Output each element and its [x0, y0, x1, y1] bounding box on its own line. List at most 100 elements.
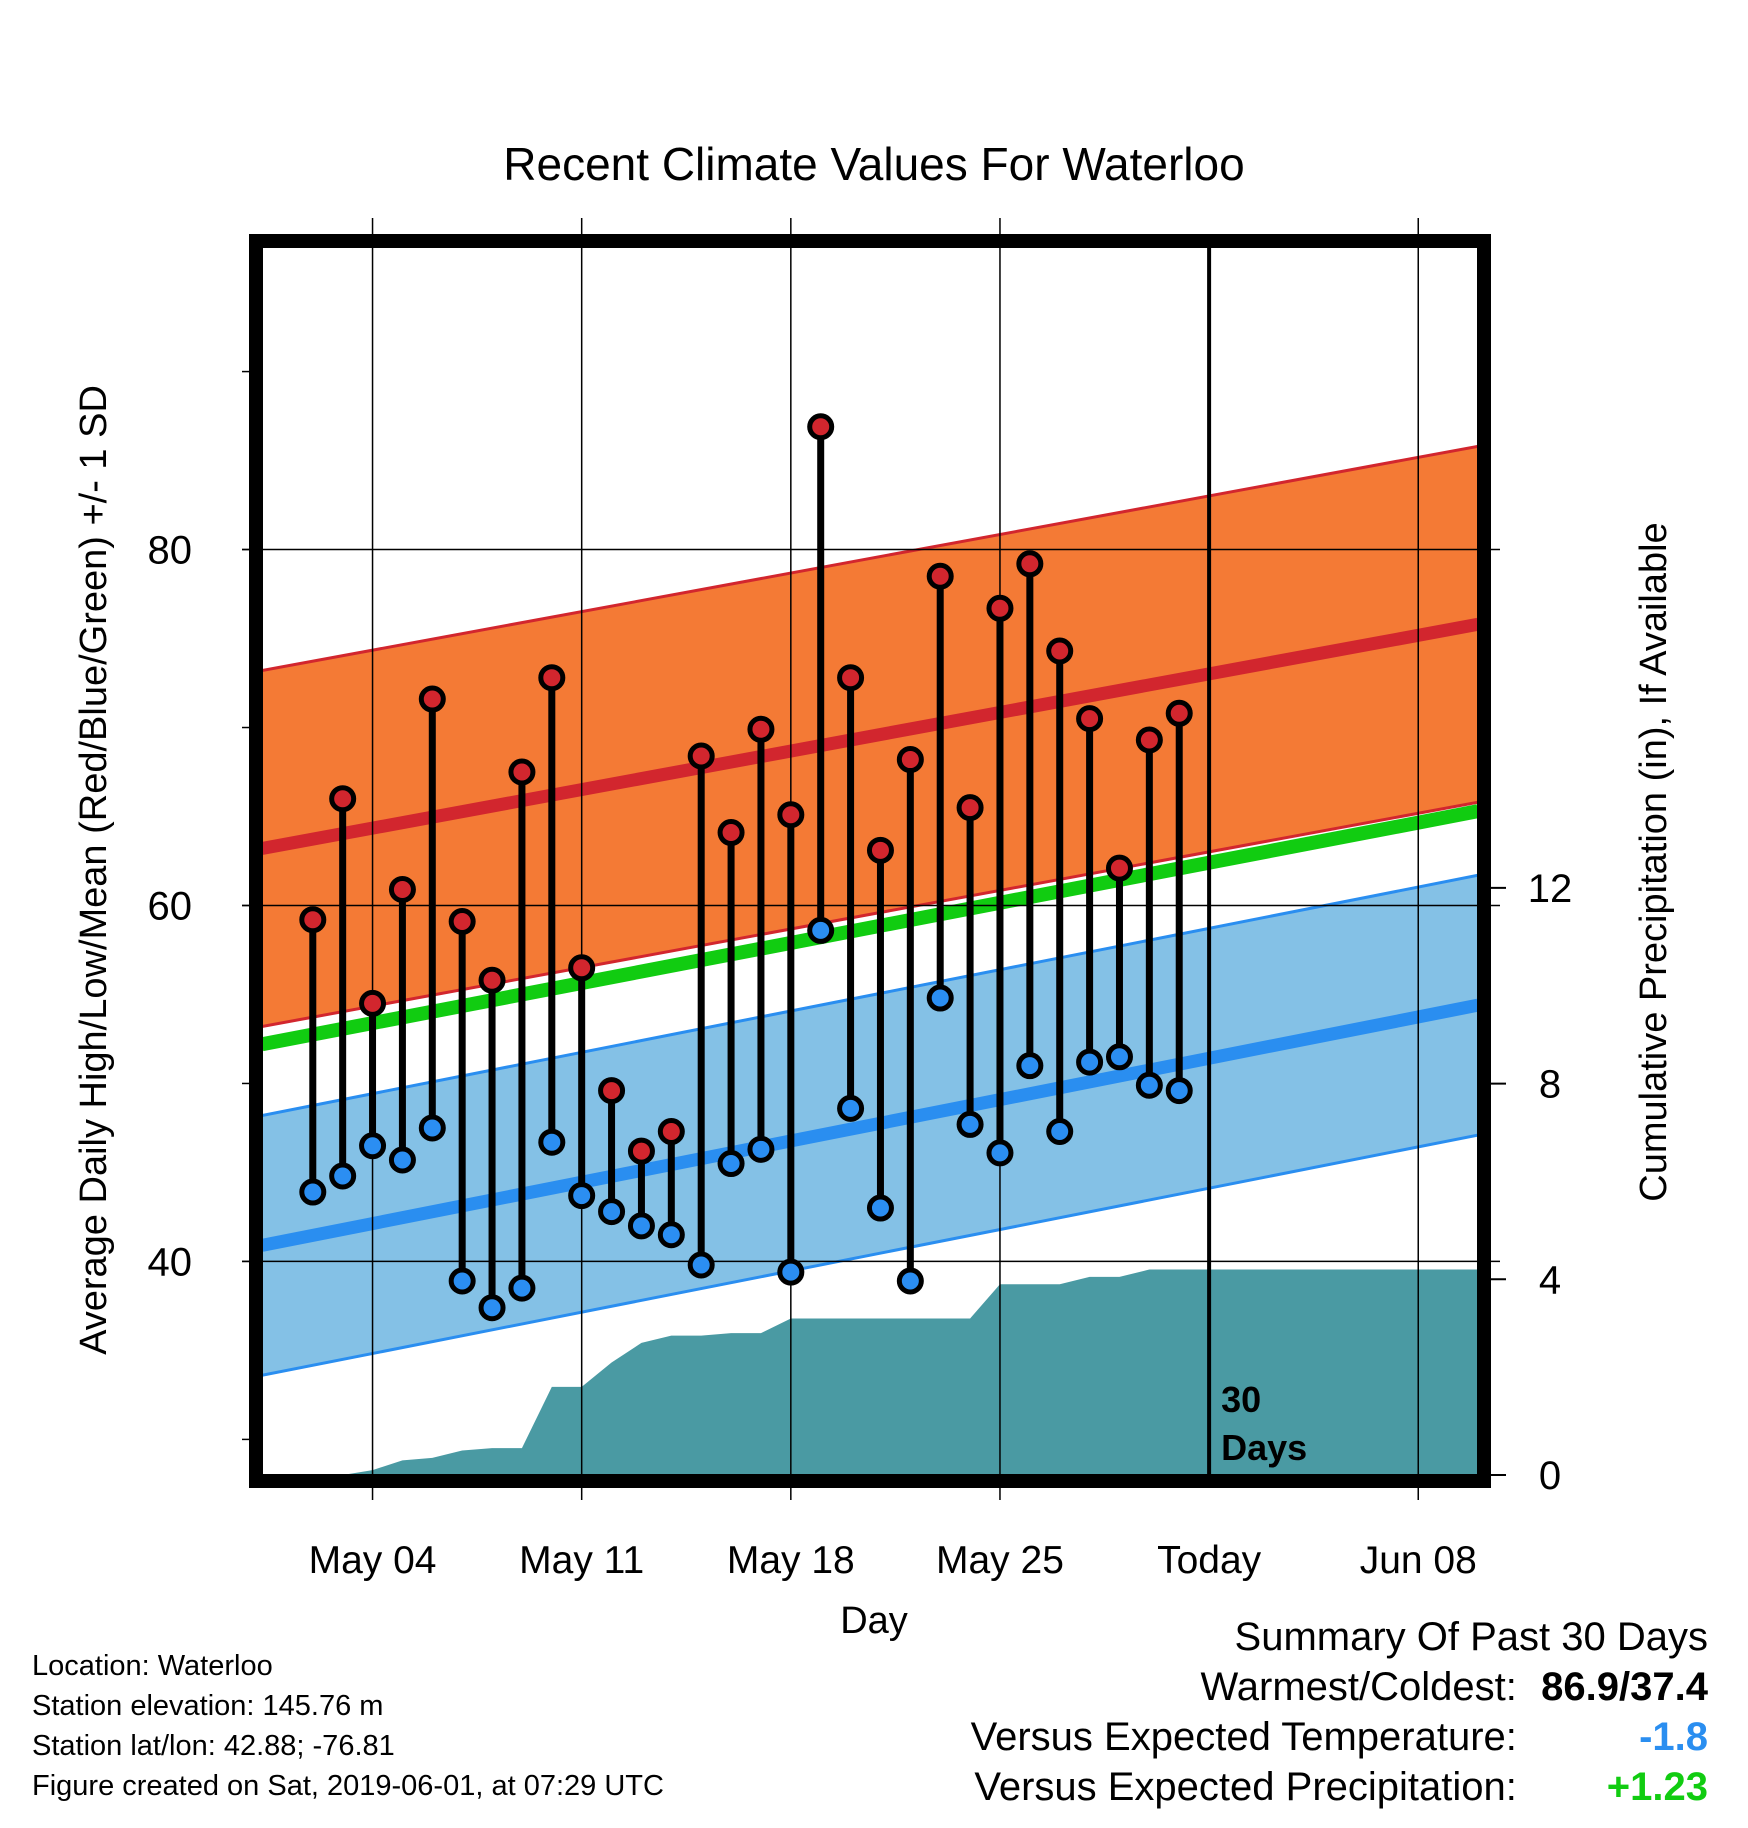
- y-tick-label-left: 60: [148, 884, 193, 928]
- daily-low-point: [926, 984, 954, 1012]
- daily-high-point: [807, 413, 835, 441]
- precip-departure-label: Versus Expected Precipitation:: [974, 1765, 1517, 1809]
- daily-high-point: [687, 742, 715, 770]
- daily-high-point: [359, 989, 387, 1017]
- temp-departure-row: Versus Expected Temperature: -1.8: [808, 1712, 1708, 1762]
- daily-high-point: [1135, 726, 1163, 754]
- daily-high-point: [837, 664, 865, 692]
- daily-high-point: [478, 966, 506, 994]
- daily-low-point: [418, 1114, 446, 1142]
- daily-high-point: [1076, 705, 1104, 733]
- daily-high-point: [747, 715, 775, 743]
- daily-low-point: [299, 1178, 327, 1206]
- x-tick-label: May 25: [936, 1539, 1064, 1582]
- daily-low-point: [837, 1094, 865, 1122]
- daily-high-point: [598, 1077, 626, 1105]
- summary-heading: Summary Of Past 30 Days: [1234, 1615, 1708, 1659]
- x-tick-label: May 11: [519, 1539, 644, 1582]
- plot-frame: [249, 234, 1491, 1488]
- daily-low-point: [956, 1110, 984, 1138]
- station-info: Location: Waterloo Station elevation: 14…: [32, 1646, 664, 1806]
- y-tick-label-left: 40: [148, 1240, 193, 1284]
- today-days-label-line2: Days: [1221, 1427, 1307, 1468]
- latlon-text: Station lat/lon: 42.88; -76.81: [32, 1730, 395, 1762]
- daily-high-point: [418, 685, 446, 713]
- y-axis-label-left: Average Daily High/Low/Mean (Red/Blue/Gr…: [73, 385, 115, 1355]
- x-axis-label: Day: [840, 1600, 908, 1642]
- daily-low-point: [657, 1221, 685, 1249]
- daily-low-point: [986, 1139, 1014, 1167]
- plot-inner: [262, 444, 1478, 1475]
- daily-low-point: [1135, 1071, 1163, 1099]
- daily-high-point: [717, 819, 745, 847]
- y-tick-label-right: 0: [1539, 1454, 1561, 1498]
- daily-high-point: [329, 785, 357, 813]
- location-text: Location: Waterloo: [32, 1650, 273, 1682]
- daily-low-point: [896, 1267, 924, 1295]
- daily-high-point: [1016, 550, 1044, 578]
- temp-departure-value: -1.8: [1639, 1715, 1708, 1759]
- x-tick-label: Jun 08: [1360, 1539, 1477, 1582]
- daily-high-point: [986, 594, 1014, 622]
- y-tick-label-left: 80: [148, 529, 193, 573]
- y-tick-label-right: 4: [1539, 1258, 1561, 1302]
- daily-low-point: [1016, 1052, 1044, 1080]
- chart-title: Recent Climate Values For Waterloo: [503, 138, 1244, 190]
- y-tick-label-right: 12: [1528, 867, 1573, 911]
- normal-low-band-lower-edge: [262, 1133, 1478, 1377]
- daily-low-point: [508, 1274, 536, 1302]
- y-tick-label-right: 8: [1539, 1063, 1561, 1107]
- warmest-coldest-value: 86.9/37.4: [1541, 1665, 1708, 1709]
- daily-high-point: [1165, 699, 1193, 727]
- daily-high-point: [777, 801, 805, 829]
- daily-high-point: [926, 562, 954, 590]
- daily-high-point: [538, 664, 566, 692]
- y-axis-label-right: Cumulative Precipitation (in), If Availa…: [1633, 522, 1675, 1201]
- daily-high-point: [657, 1118, 685, 1146]
- precip-departure-value: +1.23: [1606, 1765, 1708, 1809]
- daily-low-point: [717, 1150, 745, 1178]
- daily-high-point: [508, 758, 536, 786]
- daily-low-point: [1046, 1118, 1074, 1146]
- precip-departure-row: Versus Expected Precipitation: +1.23: [808, 1762, 1708, 1812]
- daily-low-point: [568, 1182, 596, 1210]
- daily-low-point: [1105, 1043, 1133, 1071]
- daily-low-point: [777, 1258, 805, 1286]
- daily-low-point: [448, 1267, 476, 1295]
- daily-low-point: [866, 1194, 894, 1222]
- daily-high-point: [1046, 637, 1074, 665]
- daily-low-point: [359, 1132, 387, 1160]
- daily-low-point: [329, 1162, 357, 1190]
- daily-low-point: [388, 1146, 416, 1174]
- daily-high-point: [568, 954, 596, 982]
- daily-low-point: [1165, 1077, 1193, 1105]
- x-tick-label: Today: [1157, 1539, 1262, 1582]
- daily-low-point: [627, 1212, 655, 1240]
- normal-high-line: [262, 617, 1478, 855]
- daily-low-point: [478, 1294, 506, 1322]
- daily-low-point: [538, 1128, 566, 1156]
- daily-high-point: [448, 908, 476, 936]
- summary-panel: Summary Of Past 30 Days Warmest/Coldest:…: [808, 1612, 1708, 1812]
- daily-low-point: [747, 1135, 775, 1163]
- today-days-label-line1: 30: [1221, 1379, 1261, 1420]
- plot-area: 30 Days 40 60 80 0 4 8 12 May 04 May 11 May 18 May 2…: [148, 218, 1573, 1582]
- normal-high-band-upper-edge: [262, 444, 1478, 673]
- created-text: Figure created on Sat, 2019-06-01, at 07…: [32, 1770, 664, 1802]
- daily-high-point: [866, 836, 894, 864]
- daily-high-point: [956, 794, 984, 822]
- x-tick-label: May 04: [309, 1539, 437, 1582]
- daily-high-point: [388, 875, 416, 903]
- daily-low-point: [687, 1251, 715, 1279]
- x-tick-label: May 18: [727, 1539, 855, 1582]
- daily-low-point: [1076, 1048, 1104, 1076]
- elevation-text: Station elevation: 145.76 m: [32, 1690, 384, 1722]
- daily-high-point: [896, 746, 924, 774]
- warmest-coldest-row: Warmest/Coldest: 86.9/37.4: [808, 1662, 1709, 1712]
- temp-departure-label: Versus Expected Temperature:: [970, 1715, 1517, 1759]
- daily-low-point: [598, 1198, 626, 1226]
- daily-high-point: [627, 1137, 655, 1165]
- warmest-coldest-label: Warmest/Coldest:: [1200, 1665, 1517, 1709]
- daily-high-point: [1105, 854, 1133, 882]
